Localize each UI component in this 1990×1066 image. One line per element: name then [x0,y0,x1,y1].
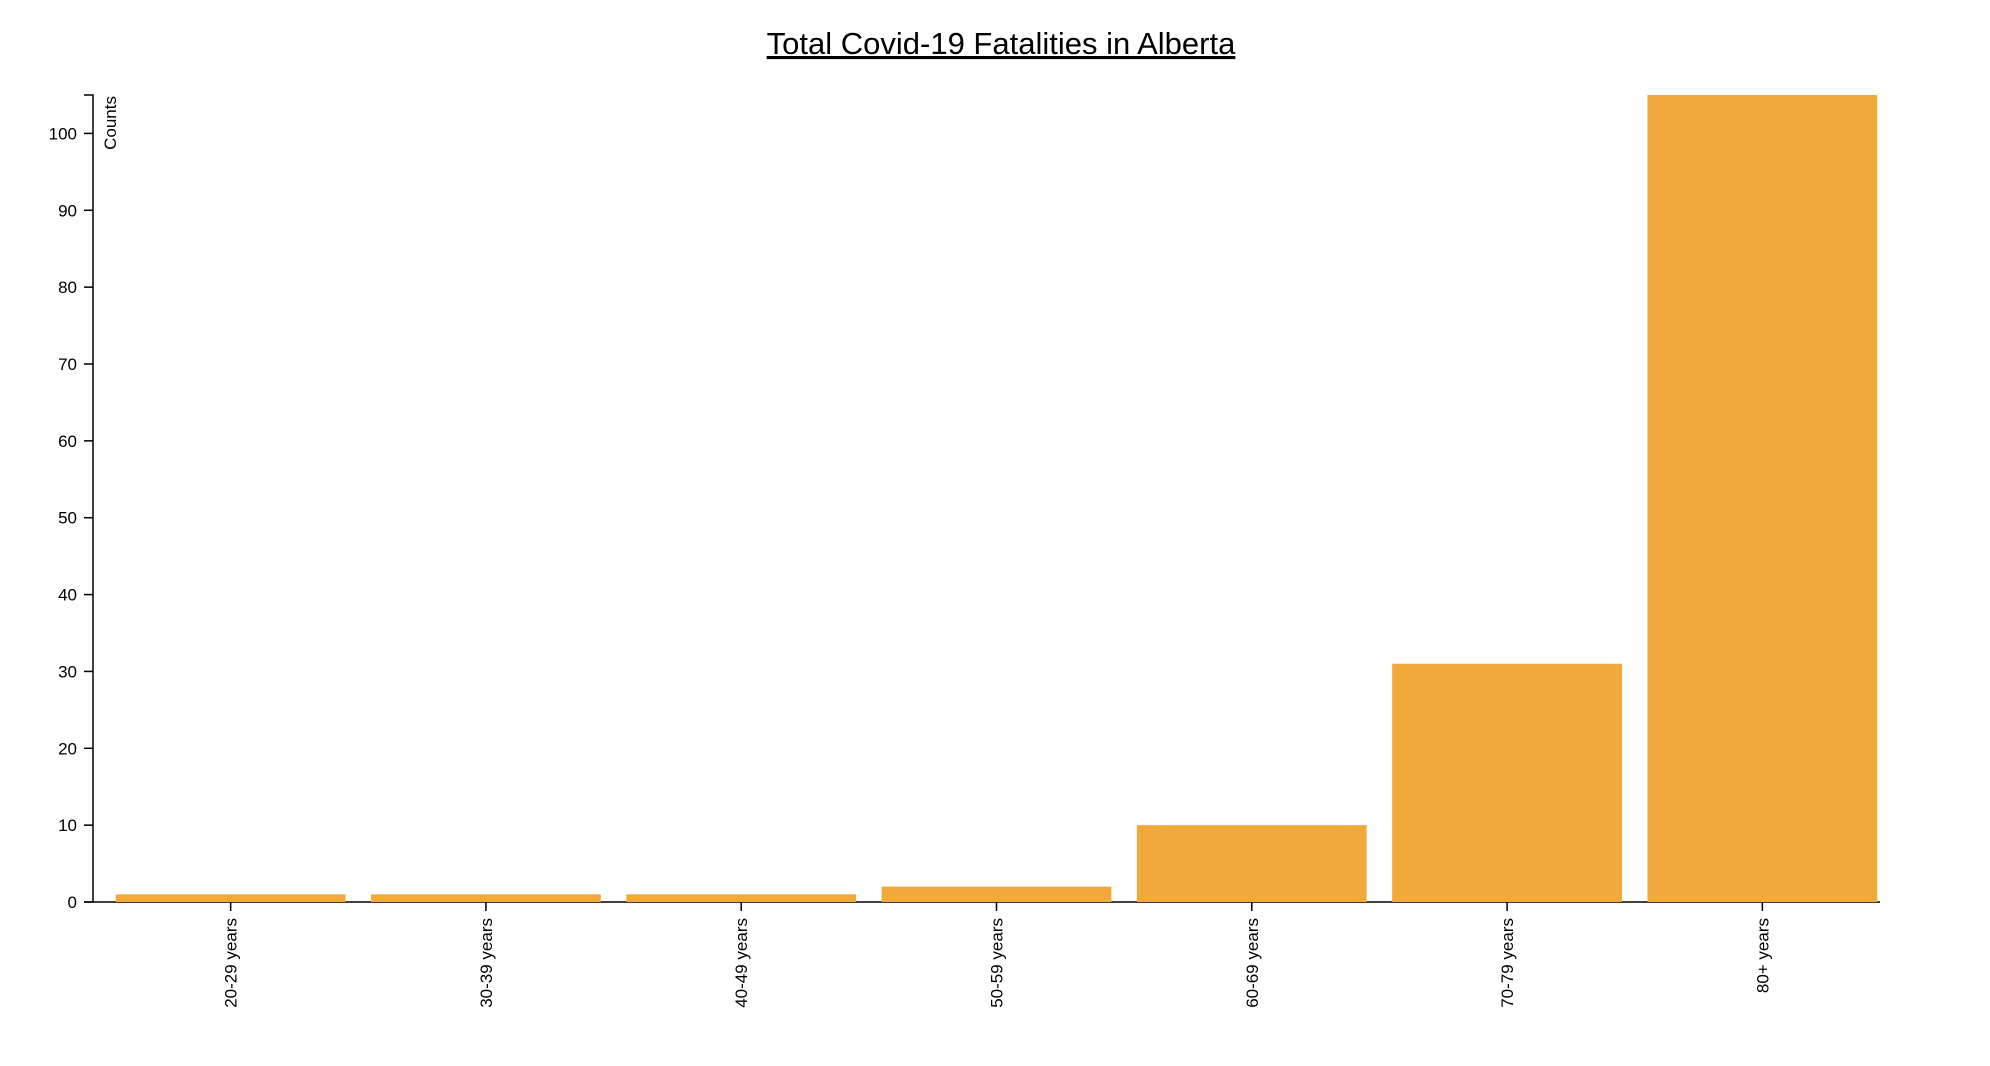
y-tick-label: 50 [58,509,77,528]
x-tick-label: 30-39 years [477,918,496,1008]
bar-20-29-years [115,894,346,902]
bar-70-79-years [1392,663,1622,902]
x-tick-label: 40-49 years [732,918,751,1008]
x-tick-label: 70-79 years [1498,918,1517,1008]
chart-title: Total Covid-19 Fatalities in Alberta [767,26,1236,61]
bar-60-69-years [1136,825,1367,902]
x-axis: 20-29 years 30-39 years 40-49 years 50-59 y… [93,901,1880,1008]
y-tick-label: 0 [68,893,77,912]
y-tick-label: 70 [58,355,77,374]
y-axis: 0 10 20 30 40 50 60 70 80 90 100 [49,94,94,912]
x-tick-label: 20-29 years [222,918,241,1008]
bar-40-49-years [626,894,857,902]
x-tick-label: 50-59 years [988,918,1007,1008]
y-tick-label: 30 [58,662,77,681]
y-axis-label: Counts [101,96,120,150]
x-tick-label: 60-69 years [1243,918,1262,1008]
bar-30-39-years [371,894,601,902]
y-axis-line [84,94,94,903]
bar-80-years [1647,95,1878,902]
y-tick-label: 80 [58,278,77,297]
y-tick-label: 20 [58,739,77,758]
y-tick-label: 90 [58,201,77,220]
x-tick-label: 80+ years [1753,918,1772,993]
y-tick-label: 40 [58,586,77,605]
y-tick-label: 60 [58,432,77,451]
bars-group [115,95,1878,902]
y-tick-label: 100 [49,124,77,143]
y-tick-label: 10 [58,816,77,835]
bar-50-59-years [881,886,1112,902]
